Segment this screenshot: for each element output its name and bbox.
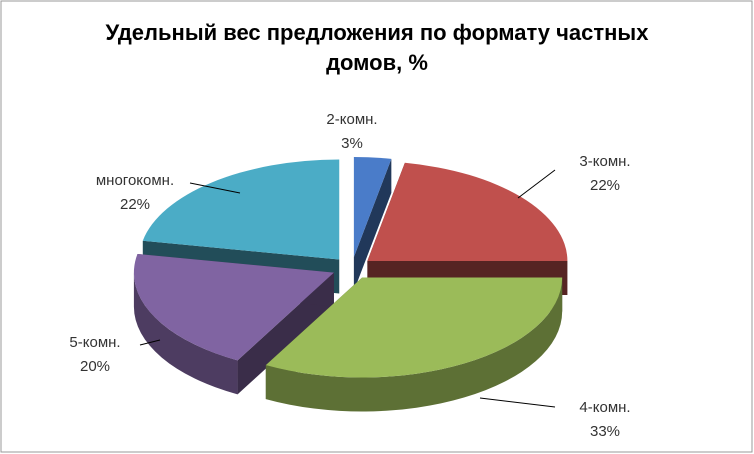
category-label: многокомн. xyxy=(96,172,174,189)
category-label: 3-комн. xyxy=(579,153,630,170)
slice-wall xyxy=(265,277,563,412)
leader-line xyxy=(479,397,556,408)
value-label: 22% xyxy=(120,196,150,213)
leader-line xyxy=(139,339,161,346)
slice-side xyxy=(353,158,392,292)
slice xyxy=(133,253,334,395)
slice xyxy=(265,277,563,412)
slice-top xyxy=(353,157,392,258)
value-label: 20% xyxy=(80,358,110,375)
leader-line xyxy=(189,182,241,194)
value-label: 22% xyxy=(590,177,620,194)
value-label: 33% xyxy=(590,423,620,440)
slice xyxy=(353,157,392,292)
slice-top xyxy=(142,159,340,260)
category-label: 2-комн. xyxy=(326,111,377,128)
slice-top xyxy=(133,253,334,361)
chart-title: Удельный вес предложения по формату част… xyxy=(105,20,649,75)
slice-top xyxy=(367,162,568,261)
slice-top xyxy=(265,277,563,378)
category-label: 4-комн. xyxy=(579,399,630,416)
value-label: 3% xyxy=(341,135,363,152)
leader-line xyxy=(517,169,556,199)
category-label: 5-комн. xyxy=(69,334,120,351)
slice-wall xyxy=(133,272,238,395)
